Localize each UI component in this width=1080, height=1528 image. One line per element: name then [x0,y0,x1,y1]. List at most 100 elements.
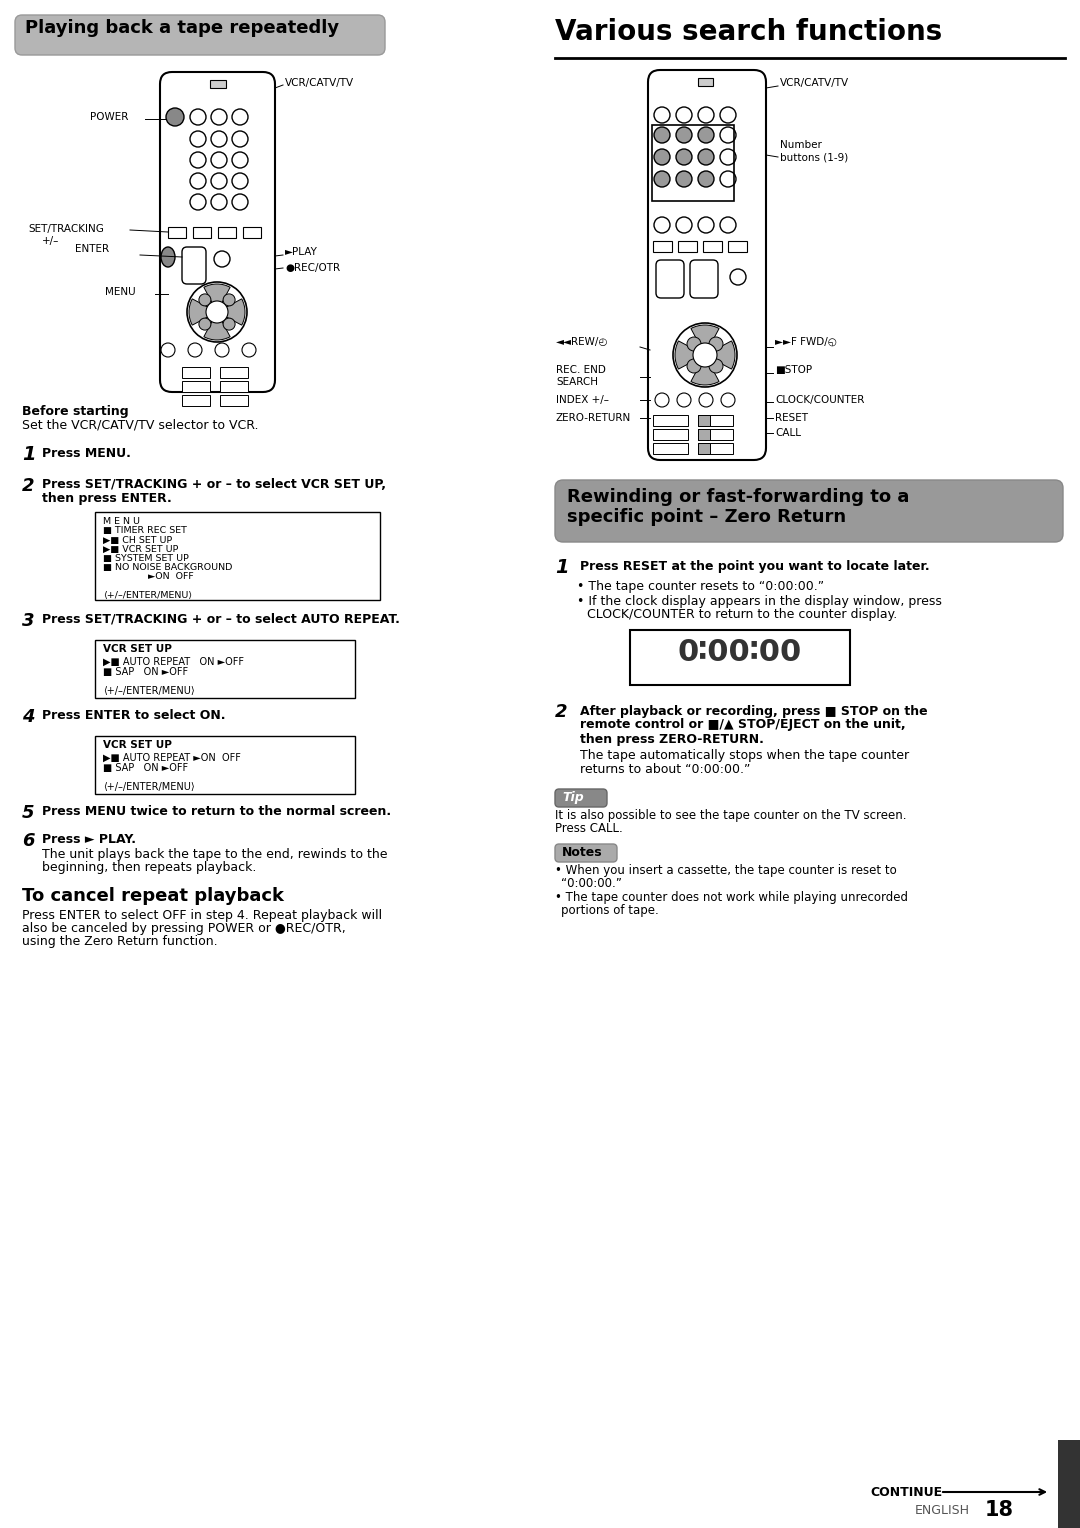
Text: buttons (1-9): buttons (1-9) [780,153,848,163]
Text: VCR/CATV/TV: VCR/CATV/TV [780,78,849,89]
Wedge shape [204,284,230,312]
Ellipse shape [161,248,175,267]
Text: Notes: Notes [562,847,603,859]
Circle shape [693,342,717,367]
Text: Set the VCR/CATV/TV selector to VCR.: Set the VCR/CATV/TV selector to VCR. [22,419,258,432]
Bar [653,429,688,440]
FancyBboxPatch shape [15,15,384,55]
Text: 2: 2 [555,703,567,721]
Text: VCR SET UP: VCR SET UP [103,740,172,750]
Text: ●REC/OTR: ●REC/OTR [285,263,340,274]
Text: Press SET/TRACKING + or – to select AUTO REPEAT.: Press SET/TRACKING + or – to select AUTO… [42,613,400,626]
Bar [698,416,710,426]
Circle shape [687,338,701,351]
Bar [220,380,248,393]
Text: ENGLISH: ENGLISH [915,1504,970,1517]
Wedge shape [189,299,217,325]
Text: “0:00:00.”: “0:00:00.” [561,877,622,889]
Circle shape [721,393,735,406]
Circle shape [211,108,227,125]
Circle shape [190,108,206,125]
Circle shape [224,318,235,330]
Text: VCR SET UP: VCR SET UP [103,643,172,654]
Wedge shape [691,354,719,385]
Circle shape [215,342,229,358]
Text: RESET: RESET [775,413,808,423]
Circle shape [654,393,669,406]
Bar [698,443,710,454]
Text: To cancel repeat playback: To cancel repeat playback [22,886,284,905]
Circle shape [708,359,723,373]
Text: also be canceled by pressing POWER or ●REC/OTR,: also be canceled by pressing POWER or ●R… [22,921,346,935]
Circle shape [187,283,247,342]
Text: SEARCH: SEARCH [556,377,598,387]
Text: Press SET/TRACKING + or – to select VCR SET UP,: Press SET/TRACKING + or – to select VCR … [42,478,386,490]
Bar [218,228,237,238]
Circle shape [654,150,670,165]
Text: 1: 1 [22,445,36,465]
Text: The unit plays back the tape to the end, rewinds to the: The unit plays back the tape to the end,… [42,848,388,860]
Bar [183,380,210,393]
Circle shape [720,217,735,232]
Circle shape [676,217,692,232]
Text: ▶■ AUTO REPEAT   ON ►OFF: ▶■ AUTO REPEAT ON ►OFF [103,657,244,668]
Circle shape [720,171,735,186]
Bar [220,396,248,406]
Circle shape [232,131,248,147]
Text: ■ SAP   ON ►OFF: ■ SAP ON ►OFF [103,762,188,773]
Text: ►ON  OFF: ►ON OFF [103,571,193,581]
Bar [653,241,672,252]
Circle shape [730,269,746,286]
Bar [183,396,210,406]
Bar [653,416,688,426]
FancyBboxPatch shape [555,480,1063,542]
Circle shape [211,131,227,147]
Bar [220,367,248,377]
Bar [728,241,747,252]
Bar [698,429,733,440]
Circle shape [708,338,723,351]
Circle shape [654,171,670,186]
Text: • The tape counter resets to “0:00:00.”: • The tape counter resets to “0:00:00.” [577,581,824,593]
Text: Press MENU.: Press MENU. [42,448,131,460]
Bar [210,79,226,89]
Circle shape [232,173,248,189]
Circle shape [677,393,691,406]
Circle shape [206,301,228,322]
Bar [1058,1439,1080,1528]
Text: ⟨+/–/ENTER/MENU⟩: ⟨+/–/ENTER/MENU⟩ [103,686,194,695]
Text: then press ZERO-RETURN.: then press ZERO-RETURN. [580,733,764,746]
Text: Press ► PLAY.: Press ► PLAY. [42,833,136,847]
Text: • The tape counter does not work while playing unrecorded: • The tape counter does not work while p… [555,891,908,905]
Circle shape [214,251,230,267]
Text: • When you insert a cassette, the tape counter is reset to: • When you insert a cassette, the tape c… [555,863,896,877]
Text: INDEX +/–: INDEX +/– [556,396,609,405]
Circle shape [676,171,692,186]
Bar [698,416,733,426]
Text: 0∶00∶00: 0∶00∶00 [678,639,802,668]
Text: ▶■ AUTO REPEAT ►ON  OFF: ▶■ AUTO REPEAT ►ON OFF [103,753,241,762]
Text: 4: 4 [22,707,35,726]
Text: M E N U: M E N U [103,516,140,526]
Bar [95,512,380,601]
Text: returns to about “0:00:00.”: returns to about “0:00:00.” [580,762,751,776]
Bar [95,736,355,795]
Text: ■ SYSTEM SET UP: ■ SYSTEM SET UP [103,553,189,562]
Text: Tip: Tip [562,792,584,804]
Wedge shape [691,325,719,354]
Text: ■ SAP   ON ►OFF: ■ SAP ON ►OFF [103,668,188,677]
Circle shape [698,127,714,144]
Circle shape [190,131,206,147]
Circle shape [232,151,248,168]
Text: ◄◄REW/◴: ◄◄REW/◴ [556,338,608,347]
Bar [243,228,261,238]
Circle shape [166,108,184,125]
Text: Number: Number [780,141,822,150]
Text: REC. END: REC. END [556,365,606,374]
Text: remote control or ■/▲ STOP/EJECT on the unit,: remote control or ■/▲ STOP/EJECT on the … [580,718,906,730]
Circle shape [698,150,714,165]
Circle shape [676,107,692,122]
Text: 5: 5 [22,804,35,822]
Text: then press ENTER.: then press ENTER. [42,492,172,504]
Circle shape [698,107,714,122]
